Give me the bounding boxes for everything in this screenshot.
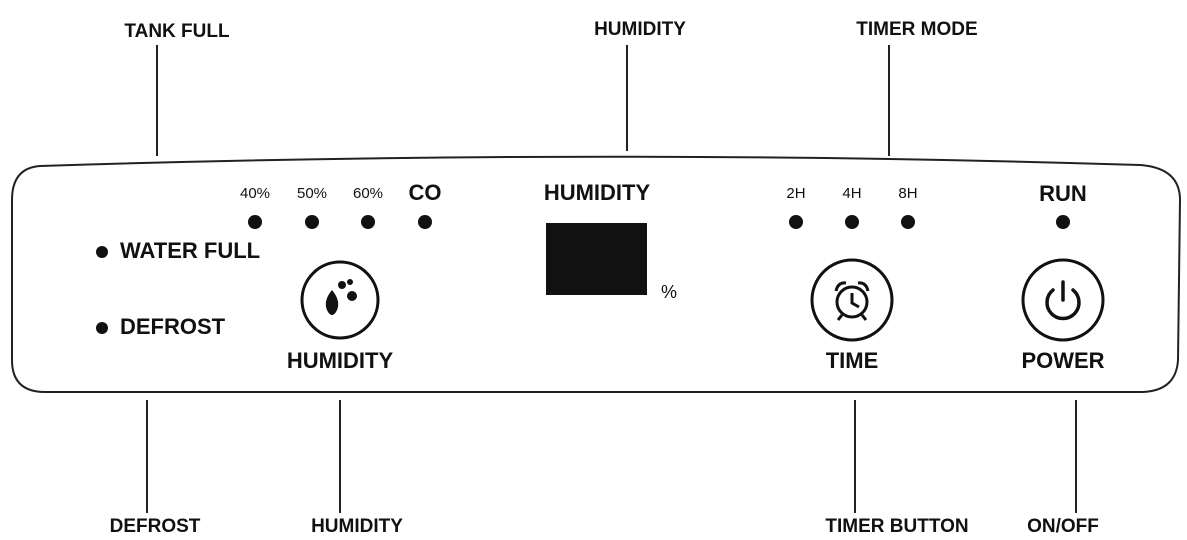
led	[361, 215, 375, 229]
droplet-icon	[347, 291, 357, 301]
led	[305, 215, 319, 229]
led	[789, 215, 803, 229]
panel-outline	[11, 155, 1182, 393]
callout-label: HUMIDITY	[594, 19, 686, 40]
callout-label: HUMIDITY	[311, 516, 403, 537]
callout-label: TIMER BUTTON	[825, 516, 968, 537]
alarm-clock-icon	[834, 281, 870, 321]
button-label: POWER	[1021, 348, 1104, 373]
display-title: HUMIDITY	[544, 180, 651, 205]
callout-label: TANK FULL	[124, 21, 230, 42]
humidity-button[interactable]	[300, 260, 380, 340]
droplet-icon	[338, 281, 346, 289]
level-label: 50%	[297, 185, 327, 202]
led	[96, 322, 108, 334]
level-label: 40%	[240, 185, 270, 202]
display	[546, 223, 647, 295]
indicator-label: WATER FULL	[120, 238, 260, 263]
timer-label: 8H	[898, 185, 917, 202]
led	[901, 215, 915, 229]
timer-label: 4H	[842, 185, 861, 202]
droplet-icon	[347, 279, 353, 285]
led	[96, 246, 108, 258]
led	[418, 215, 432, 229]
led	[1056, 215, 1070, 229]
level-label: CO	[409, 180, 442, 205]
led	[248, 215, 262, 229]
power-button[interactable]	[1021, 258, 1105, 342]
level-label: 60%	[353, 185, 383, 202]
indicator-label: DEFROST	[120, 314, 226, 339]
led	[845, 215, 859, 229]
timer-label: 2H	[786, 185, 805, 202]
button-label: HUMIDITY	[287, 348, 394, 373]
callout-label: DEFROST	[110, 516, 201, 537]
run-label: RUN	[1039, 181, 1087, 206]
power-icon	[1045, 280, 1081, 321]
droplet-icon	[325, 290, 339, 315]
button-label: TIME	[826, 348, 879, 373]
time-button[interactable]	[810, 258, 894, 342]
display-unit: %	[661, 282, 677, 302]
callout-label: TIMER MODE	[856, 19, 977, 40]
callout-label: ON/OFF	[1027, 516, 1099, 537]
